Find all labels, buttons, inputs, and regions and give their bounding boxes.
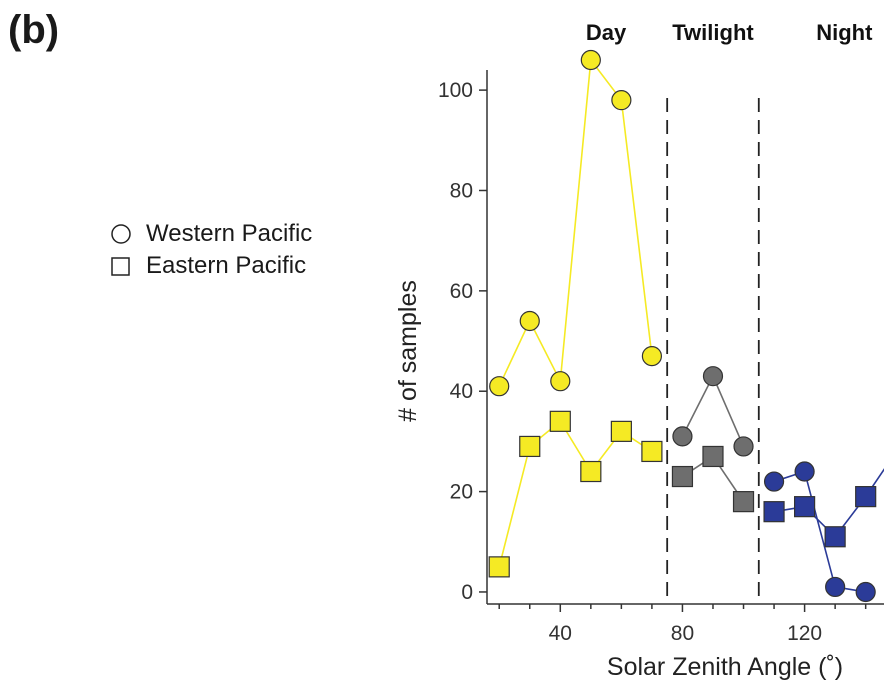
y-axis-title: # of samples <box>394 280 422 422</box>
data-point-square-night <box>855 486 877 508</box>
data-point-circle-day <box>519 310 540 332</box>
legend-item-eastern: Eastern Pacific <box>110 250 312 282</box>
data-point-square-day <box>610 420 632 442</box>
data-point-circle-day <box>611 90 632 111</box>
legend: Western Pacific Eastern Pacific <box>110 218 312 282</box>
square-marker-icon <box>110 255 146 277</box>
x-tick-label: 40 <box>549 622 572 645</box>
y-tick-label: 40 <box>450 380 473 403</box>
y-tick-label: 20 <box>450 481 473 504</box>
x-axis-title: Solar Zenith Angle (˚) <box>607 653 843 681</box>
region-label-day: Day <box>586 20 627 45</box>
data-point-square-night <box>824 526 846 548</box>
circle-marker-icon <box>110 223 146 245</box>
data-point-circle-twilight <box>672 426 693 447</box>
y-tick-label: 100 <box>438 79 473 102</box>
data-point-square-day <box>580 460 602 483</box>
series-line-day-circle <box>498 57 653 387</box>
data-point-circle-night <box>794 461 815 482</box>
y-tick-label: 80 <box>450 179 473 202</box>
x-tick-label: 80 <box>671 622 694 645</box>
legend-label: Western Pacific <box>146 220 313 247</box>
data-point-circle-day <box>550 371 571 392</box>
region-label-night: Night <box>816 20 873 45</box>
data-point-square-day <box>488 556 510 578</box>
series-line-night-circle <box>773 470 866 593</box>
legend-item-western: Western Pacific <box>110 218 312 250</box>
series-group <box>488 49 884 603</box>
data-point-square-night <box>793 496 816 518</box>
region-label-twilight: Twilight <box>672 20 754 45</box>
y-tick-label: 60 <box>450 280 473 303</box>
data-point-circle-day <box>641 345 663 367</box>
data-point-square-day <box>519 435 541 458</box>
data-point-circle-night <box>855 581 876 603</box>
data-point-circle-day <box>489 376 510 397</box>
data-point-square-day <box>549 410 571 432</box>
data-point-square-night <box>763 501 785 523</box>
data-point-circle-day <box>580 49 601 71</box>
data-point-circle-twilight <box>733 436 754 457</box>
data-point-square-twilight <box>702 445 724 468</box>
data-point-square-twilight <box>671 465 694 488</box>
panel-label: (b) <box>8 8 60 52</box>
data-point-circle-twilight <box>702 366 724 387</box>
data-point-circle-night <box>825 576 846 598</box>
data-point-square-twilight <box>732 491 755 513</box>
y-tick-label: 0 <box>461 581 473 604</box>
x-tick-label: 120 <box>787 622 822 645</box>
data-point-square-day <box>641 440 663 463</box>
legend-label: Eastern Pacific <box>146 252 307 279</box>
data-point-circle-night <box>763 471 785 492</box>
